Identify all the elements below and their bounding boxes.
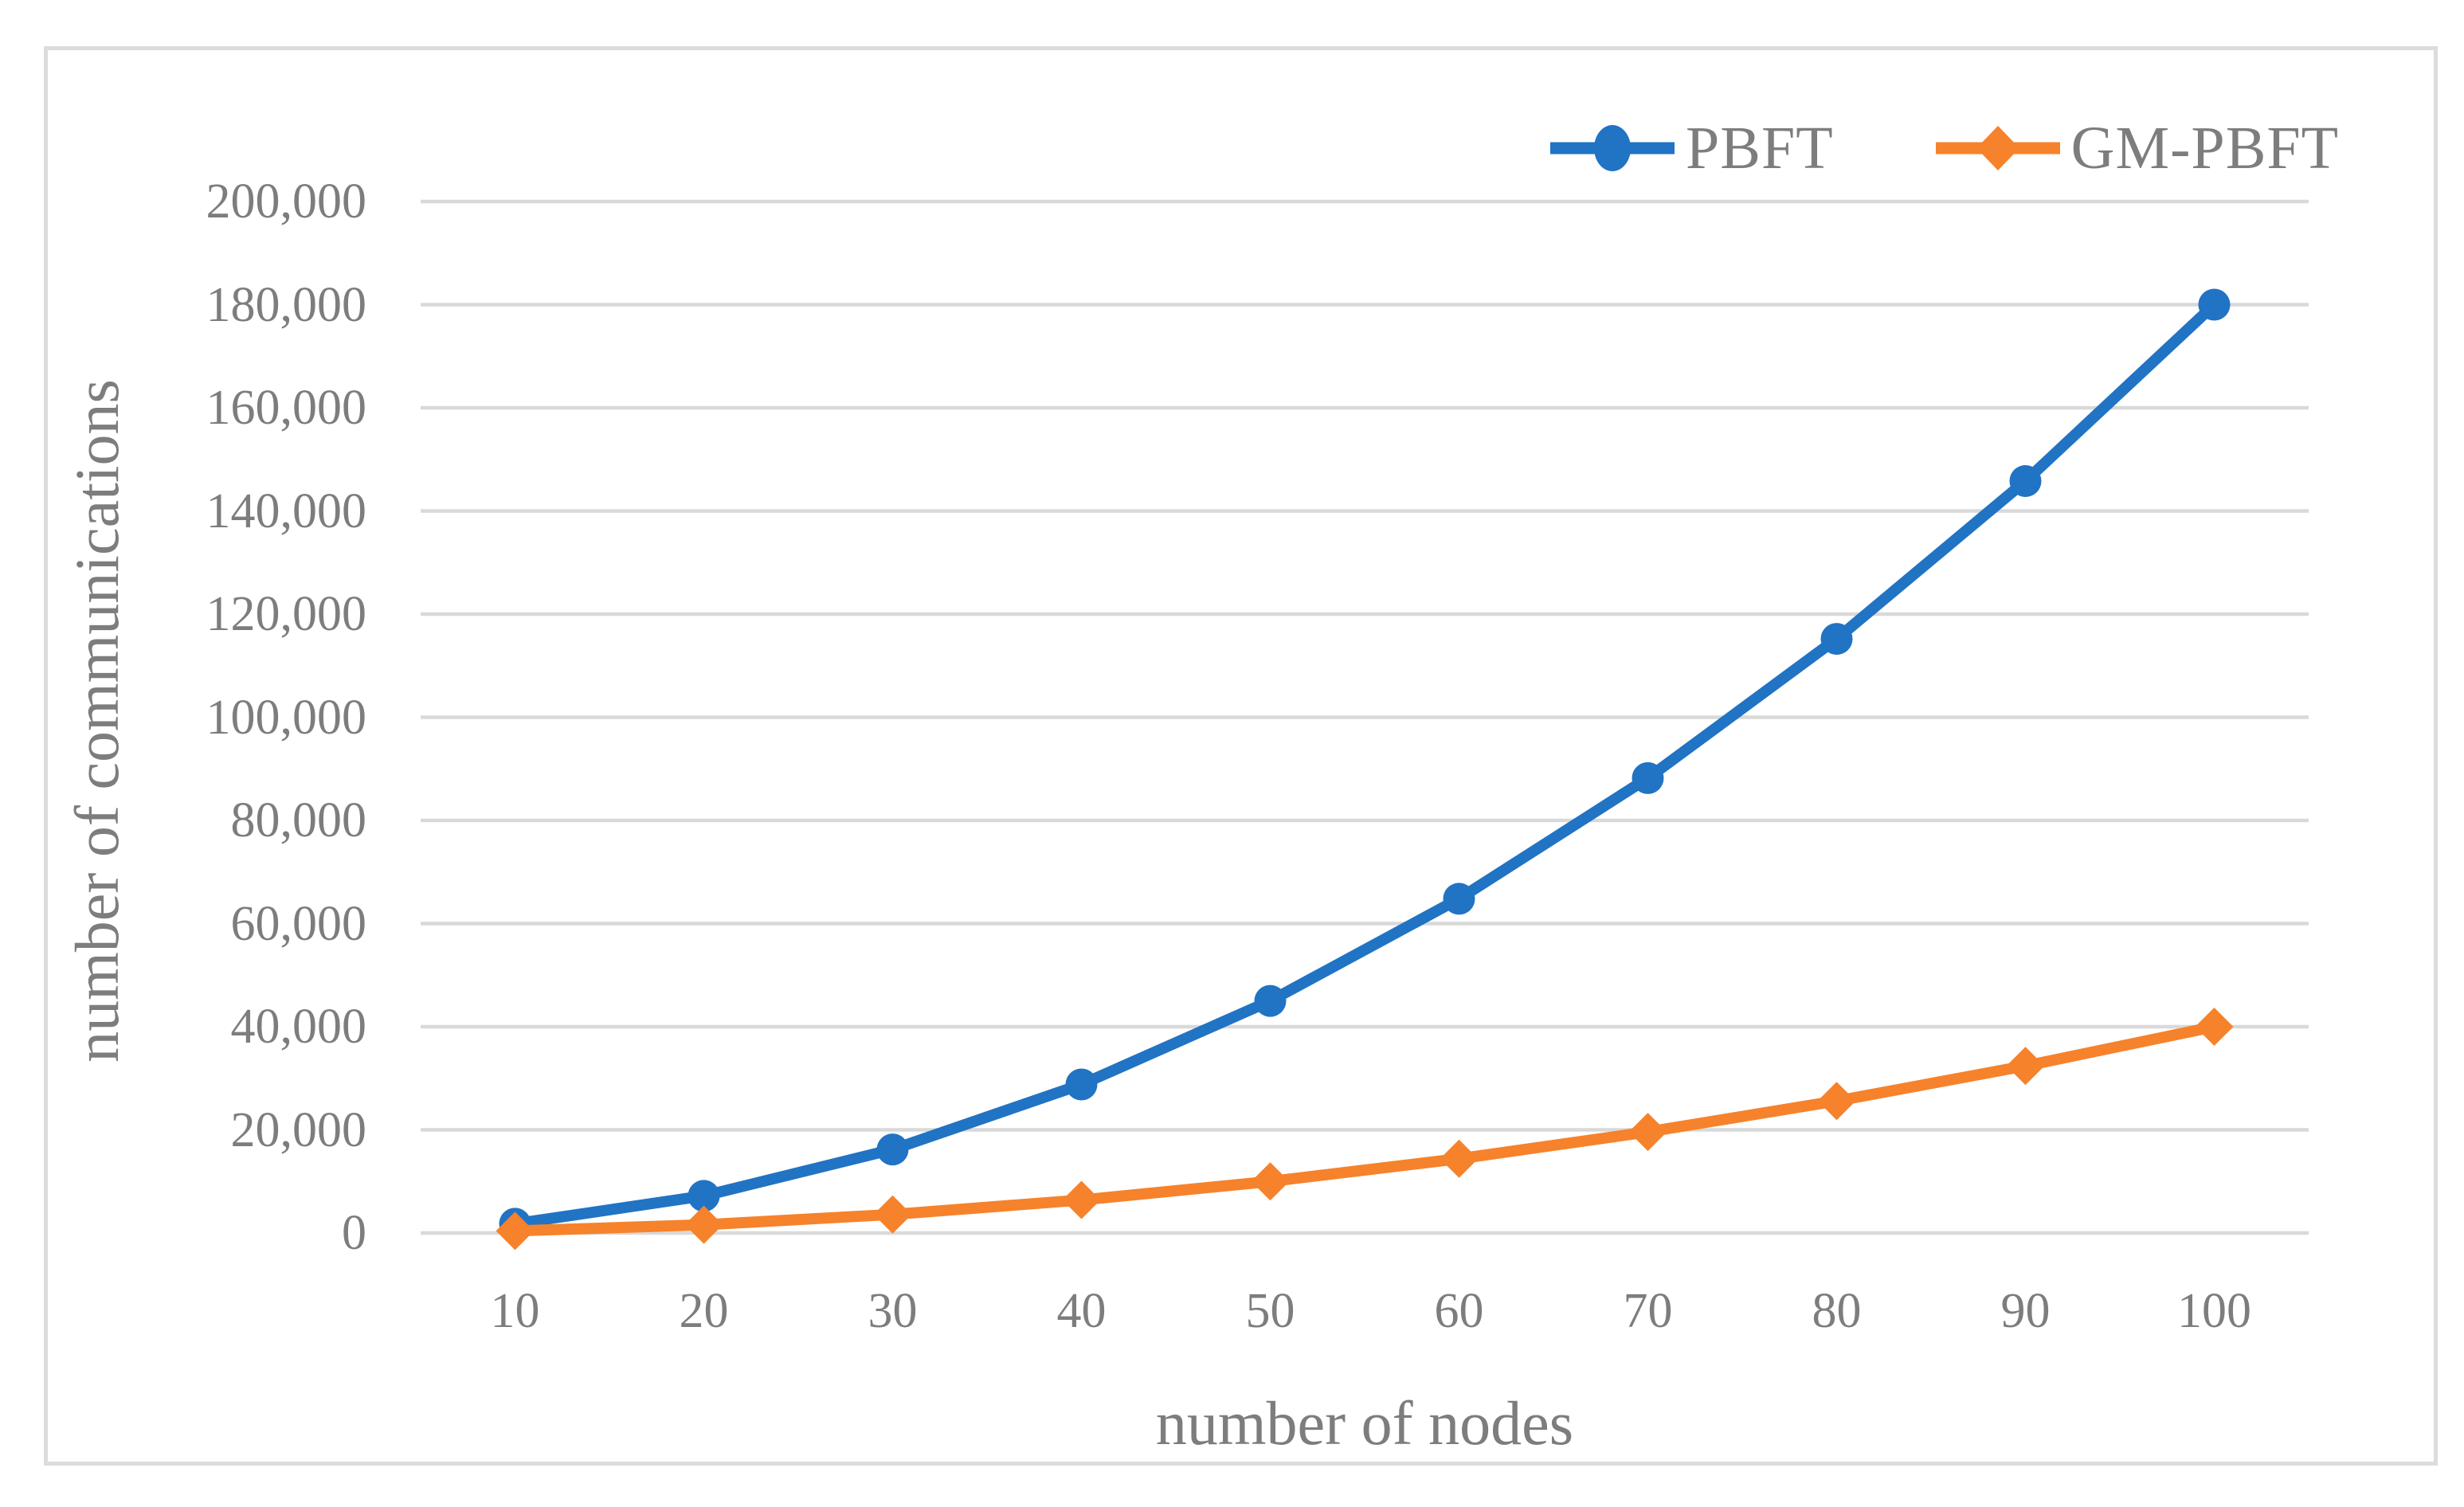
gm-pbft-data-point-marker <box>1062 1180 1101 1219</box>
y-tick-label: 20,000 <box>230 1102 367 1157</box>
gm-pbft-data-point-marker <box>496 1211 535 1251</box>
x-tick-label: 60 <box>1434 1284 1484 1338</box>
y-tick-label: 100,000 <box>206 690 367 745</box>
series-pbft <box>499 288 2231 1240</box>
pbft-legend-marker <box>1594 125 1631 171</box>
pbft-data-point-marker <box>1632 761 1664 794</box>
x-tick-label: 70 <box>1623 1284 1673 1338</box>
pbft-data-point-marker <box>1443 883 1475 915</box>
x-tick-label: 80 <box>1812 1284 1862 1338</box>
gridlines <box>421 199 2309 1235</box>
y-tick-label: 180,000 <box>206 277 367 332</box>
legend-item-gm-pbft: GM-PBFT <box>1934 105 2339 191</box>
x-tick-label: 50 <box>1245 1284 1295 1338</box>
x-tick-label: 90 <box>2000 1284 2051 1338</box>
gm-pbft-data-point-marker <box>684 1205 723 1244</box>
gm-pbft-data-point-marker <box>2006 1047 2045 1086</box>
gm-pbft-data-point-marker <box>1251 1162 1290 1201</box>
gm-pbft-line-diamond-swatch <box>1935 126 2060 170</box>
gm-pbft-data-point-marker <box>1440 1139 1479 1178</box>
gm-pbft-data-point-marker <box>1817 1082 1856 1121</box>
pbft-line-circle-swatch <box>1550 125 1675 171</box>
legend-label-gm-pbft: GM-PBFT <box>2070 114 2340 182</box>
x-tick-label: 10 <box>490 1284 540 1338</box>
gm-pbft-data-point-marker <box>1628 1113 1667 1152</box>
y-tick-label: 0 <box>342 1206 366 1260</box>
gm-pbft-line <box>509 1021 2220 1237</box>
pbft-data-point-marker <box>1065 1068 1098 1101</box>
pbft-data-point-marker <box>2009 464 2042 497</box>
legend-label-pbft: PBFT <box>1686 114 1834 182</box>
pbft-data-point-marker <box>876 1133 909 1166</box>
pbft-line <box>509 299 2220 1230</box>
y-axis-title: number of communications <box>62 379 131 1063</box>
gm-pbft-data-point-marker <box>873 1195 912 1234</box>
y-tick-label: 120,000 <box>206 587 367 641</box>
x-tick-label: 40 <box>1056 1284 1107 1338</box>
x-tick-label: 100 <box>2177 1284 2251 1338</box>
pbft-data-point-marker <box>1820 623 1853 656</box>
legend: PBFT GM-PBFT <box>1549 105 2339 191</box>
x-tick-label: 30 <box>868 1284 918 1338</box>
y-tick-label: 200,000 <box>206 174 367 229</box>
y-tick-label: 40,000 <box>230 1000 367 1054</box>
x-axis-title: number of nodes <box>1155 1388 1574 1458</box>
legend-item-pbft: PBFT <box>1549 105 1834 191</box>
y-tick-label: 140,000 <box>206 483 367 538</box>
x-tick-label: 20 <box>679 1284 729 1338</box>
y-tick-label: 80,000 <box>230 793 367 847</box>
y-tick-label: 160,000 <box>206 381 367 435</box>
y-tick-label: 60,000 <box>230 896 367 951</box>
series-gm-pbft <box>496 1008 2234 1251</box>
pbft-data-point-marker <box>1254 984 1287 1017</box>
pbft-data-point-marker <box>2198 288 2231 321</box>
gm-pbft-data-point-marker <box>2195 1008 2234 1046</box>
pbft-data-point-marker <box>687 1180 720 1212</box>
gm-pbft-legend-marker <box>1976 126 2019 170</box>
